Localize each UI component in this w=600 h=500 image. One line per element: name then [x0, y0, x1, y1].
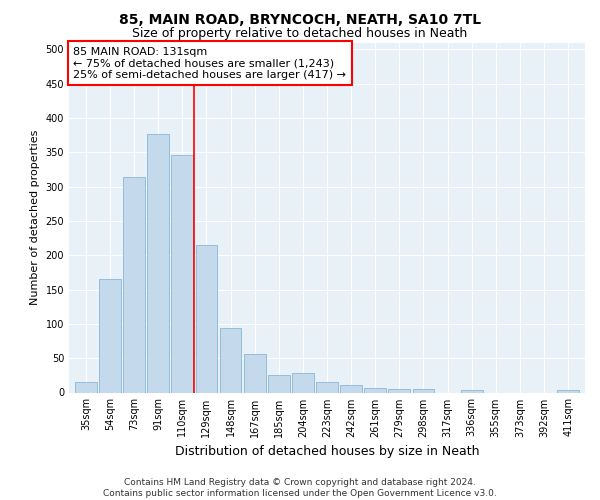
Bar	[292, 372, 314, 392]
Bar	[268, 376, 290, 392]
Bar	[123, 177, 145, 392]
Bar	[557, 390, 579, 392]
Text: Contains HM Land Registry data © Crown copyright and database right 2024.
Contai: Contains HM Land Registry data © Crown c…	[103, 478, 497, 498]
Bar	[388, 389, 410, 392]
X-axis label: Distribution of detached houses by size in Neath: Distribution of detached houses by size …	[175, 445, 479, 458]
Text: Size of property relative to detached houses in Neath: Size of property relative to detached ho…	[133, 28, 467, 40]
Bar	[75, 382, 97, 392]
Bar	[364, 388, 386, 392]
Bar	[172, 155, 193, 392]
Bar	[340, 385, 362, 392]
Text: 85, MAIN ROAD, BRYNCOCH, NEATH, SA10 7TL: 85, MAIN ROAD, BRYNCOCH, NEATH, SA10 7TL	[119, 12, 481, 26]
Bar	[316, 382, 338, 392]
Y-axis label: Number of detached properties: Number of detached properties	[30, 130, 40, 305]
Bar	[220, 328, 241, 392]
Bar	[244, 354, 266, 393]
Bar	[196, 245, 217, 392]
Bar	[148, 134, 169, 392]
Bar	[413, 389, 434, 392]
Bar	[461, 390, 482, 392]
Bar	[99, 280, 121, 392]
Text: 85 MAIN ROAD: 131sqm
← 75% of detached houses are smaller (1,243)
25% of semi-de: 85 MAIN ROAD: 131sqm ← 75% of detached h…	[73, 46, 346, 80]
